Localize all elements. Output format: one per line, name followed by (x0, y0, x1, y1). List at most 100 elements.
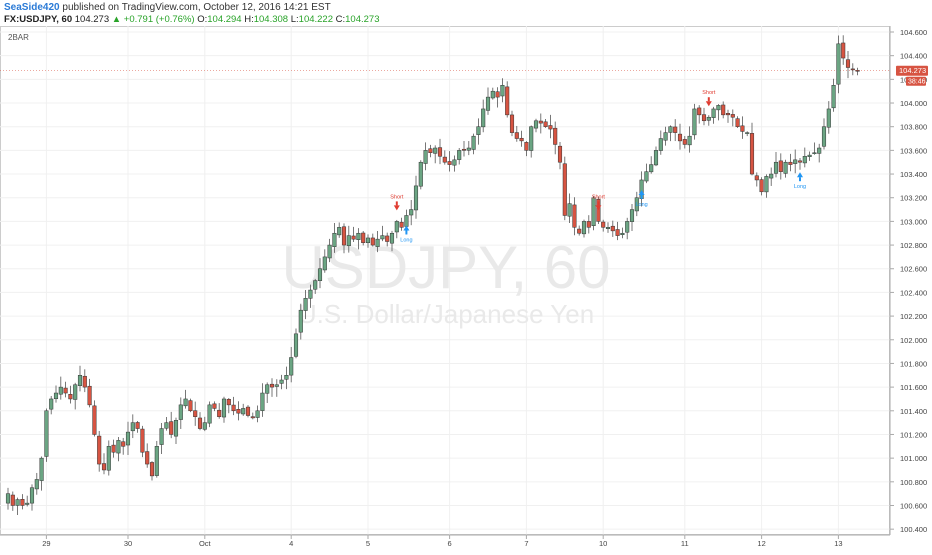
candle-body[interactable] (653, 150, 659, 166)
candle-body[interactable] (5, 493, 11, 504)
candle-body[interactable] (812, 152, 817, 154)
candle-body[interactable] (317, 268, 323, 281)
candle-body[interactable] (101, 463, 107, 471)
candle-body[interactable] (97, 435, 102, 465)
candle-body[interactable] (716, 105, 721, 111)
candle-body[interactable] (548, 125, 553, 130)
candle-body[interactable] (135, 422, 140, 429)
candle-body[interactable] (389, 232, 395, 244)
candle-body[interactable] (457, 150, 462, 160)
candle-body[interactable] (826, 108, 831, 128)
candle-body[interactable] (322, 256, 327, 271)
candle-body[interactable] (793, 159, 798, 164)
candle-body[interactable] (557, 145, 563, 163)
candle-body[interactable] (500, 85, 505, 97)
candle-body[interactable] (586, 221, 591, 228)
candle-body[interactable] (692, 108, 697, 136)
candle-body[interactable] (740, 125, 745, 132)
candle-body[interactable] (413, 185, 419, 211)
candle-body[interactable] (44, 410, 49, 457)
candle-body[interactable] (730, 114, 735, 118)
candle-body[interactable] (77, 375, 83, 386)
candle-body[interactable] (797, 160, 803, 163)
candle-body[interactable] (509, 114, 515, 133)
candle-body[interactable] (226, 399, 231, 406)
candle-body[interactable] (418, 161, 423, 187)
candle-body[interactable] (788, 161, 793, 165)
candle-body[interactable] (495, 91, 500, 98)
candle-body[interactable] (250, 416, 255, 419)
candle-body[interactable] (332, 232, 337, 248)
candle-body[interactable] (721, 104, 726, 116)
candle-body[interactable] (193, 410, 198, 417)
candle-body[interactable] (682, 139, 687, 145)
candle-body[interactable] (303, 298, 308, 311)
candle-body[interactable] (663, 132, 668, 141)
candle-body[interactable] (677, 133, 683, 142)
candle-body[interactable] (197, 417, 203, 429)
candle-body[interactable] (39, 457, 44, 481)
candle-body[interactable] (673, 126, 678, 133)
candle-body[interactable] (173, 420, 179, 437)
candle-body[interactable] (351, 235, 356, 240)
candle-body[interactable] (178, 404, 183, 420)
candle-body[interactable] (87, 385, 92, 406)
candle-body[interactable] (154, 446, 159, 476)
candle-body[interactable] (58, 386, 63, 395)
candle-body[interactable] (130, 422, 135, 432)
candle-body[interactable] (687, 135, 692, 146)
candle-body[interactable] (399, 221, 404, 228)
candle-body[interactable] (365, 237, 371, 244)
candle-body[interactable] (452, 159, 457, 166)
candle-body[interactable] (25, 502, 30, 505)
candle-body[interactable] (610, 225, 615, 232)
candle-body[interactable] (533, 120, 539, 129)
candle-body[interactable] (140, 428, 145, 453)
candle-body[interactable] (442, 156, 447, 163)
candle-body[interactable] (231, 404, 236, 412)
chart-frame[interactable]: USDJPY, 60 U.S. Dollar/Japanese Yen 2BAR… (0, 26, 932, 550)
candle-body[interactable] (63, 387, 68, 394)
candle-body[interactable] (159, 428, 164, 445)
candle-body[interactable] (121, 441, 126, 447)
candle-body[interactable] (481, 108, 486, 128)
candle-body[interactable] (634, 197, 639, 212)
candle-body[interactable] (217, 409, 222, 417)
candle-body[interactable] (116, 440, 121, 454)
candle-body[interactable] (212, 403, 217, 409)
candle-body[interactable] (615, 229, 620, 236)
candle-body[interactable] (701, 114, 707, 122)
candle-body[interactable] (447, 161, 452, 165)
candle-body[interactable] (255, 410, 260, 418)
candle-body[interactable] (92, 405, 97, 435)
candle-body[interactable] (111, 444, 116, 453)
candle-body[interactable] (145, 451, 150, 465)
candle-body[interactable] (269, 383, 275, 388)
candles[interactable] (5, 35, 860, 515)
candle-body[interactable] (817, 147, 822, 154)
candle-body[interactable] (764, 176, 769, 193)
candle-body[interactable] (706, 116, 711, 121)
candle-body[interactable] (562, 163, 567, 216)
candle-body[interactable] (759, 179, 764, 193)
candle-body[interactable] (725, 113, 731, 116)
candle-body[interactable] (711, 108, 716, 118)
candle-body[interactable] (423, 150, 428, 164)
candle-body[interactable] (658, 138, 663, 151)
candle-body[interactable] (466, 147, 471, 151)
candle-body[interactable] (855, 70, 860, 72)
candle-body[interactable] (567, 203, 572, 217)
candle-body[interactable] (188, 400, 193, 412)
candle-body[interactable] (370, 237, 375, 246)
candle-body[interactable] (313, 280, 318, 290)
candle-body[interactable] (265, 384, 270, 394)
candle-body[interactable] (20, 499, 25, 506)
candle-body[interactable] (519, 137, 524, 142)
candle-body[interactable] (409, 209, 414, 216)
candle-body[interactable] (284, 375, 289, 380)
price-chart[interactable]: USDJPY, 60 U.S. Dollar/Japanese Yen 2BAR… (0, 26, 932, 550)
candle-body[interactable] (49, 398, 54, 410)
candle-body[interactable] (236, 409, 241, 414)
candle-body[interactable] (514, 132, 519, 139)
candle-body[interactable] (754, 175, 759, 181)
